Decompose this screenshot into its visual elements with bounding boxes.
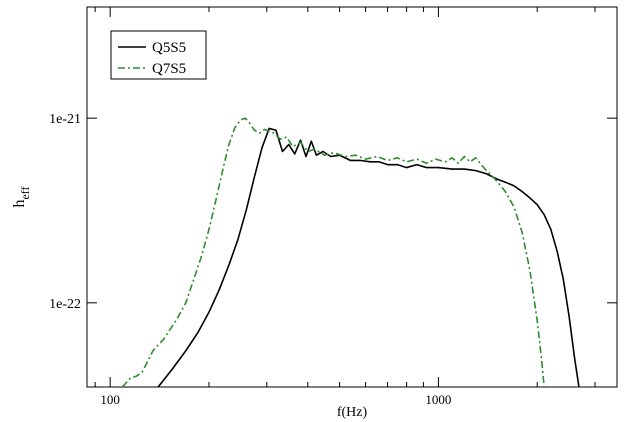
y-tick-label: 1e-22: [49, 297, 81, 312]
y-axis-label-main: h: [11, 200, 28, 208]
plot-frame: [86, 6, 618, 388]
svg-text:heff: heff: [11, 186, 32, 207]
x-tick-label: 100: [100, 392, 120, 407]
y-axis-label-subscript: eff: [18, 186, 32, 199]
legend-label-q7s5: Q7S5: [152, 61, 186, 77]
legend: Q5S5 Q7S5: [110, 30, 207, 80]
x-axis: 100 1000: [94, 7, 596, 407]
legend-box: [110, 30, 207, 80]
series-line-q7s5: [121, 117, 545, 387]
x-tick-label: 1000: [425, 392, 451, 407]
x-axis-label: f(Hz): [337, 405, 368, 420]
series-layer: [121, 117, 580, 387]
y-axis-label: heff: [11, 186, 32, 207]
y-tick-label: 1e-21: [49, 112, 81, 127]
legend-label-q5s5: Q5S5: [152, 40, 186, 56]
series-line-q5s5: [157, 127, 580, 387]
y-axis: 1e-22 1e-21: [49, 112, 617, 312]
